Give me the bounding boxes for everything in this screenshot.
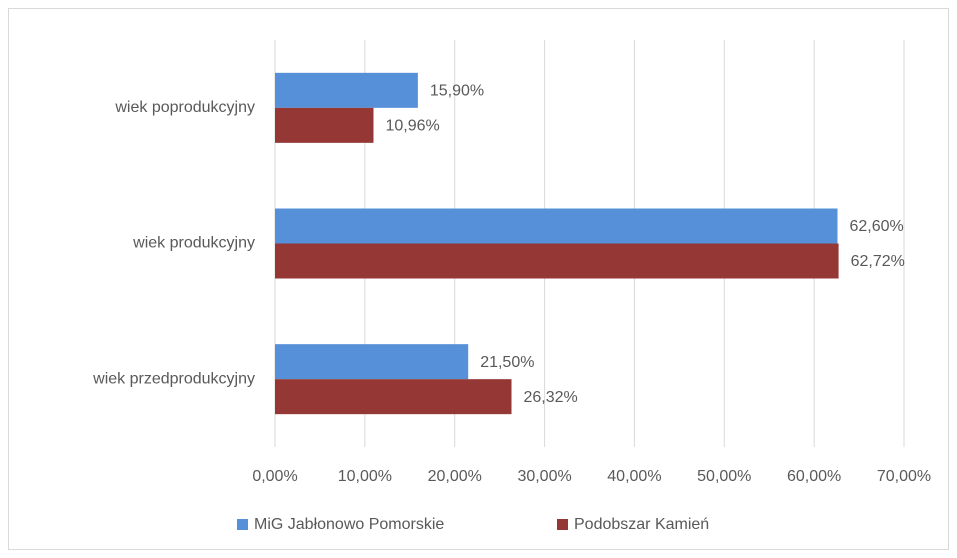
x-tick-label: 20,00% [428, 468, 482, 485]
legend-label: MiG Jabłonowo Pomorskie [254, 516, 444, 533]
bar [275, 208, 838, 244]
x-tick-label: 30,00% [517, 468, 571, 485]
bar [275, 379, 512, 415]
data-label: 21,50% [480, 354, 534, 371]
data-label: 62,60% [850, 218, 904, 235]
x-tick-label: 50,00% [697, 468, 751, 485]
chart-frame [8, 8, 949, 550]
y-tick-label: wiek przedprodukcyjny [92, 370, 255, 387]
y-tick-label: wiek produkcyjny [132, 235, 255, 252]
data-label: 10,96% [385, 118, 439, 135]
bar [275, 72, 418, 108]
data-label: 62,72% [851, 253, 905, 270]
legend-swatch [237, 519, 248, 530]
data-label: 15,90% [430, 83, 484, 100]
bar [275, 344, 469, 380]
y-tick-label: wiek poprodukcyjny [114, 99, 255, 116]
x-tick-label: 70,00% [877, 468, 931, 485]
x-tick-label: 40,00% [607, 468, 661, 485]
legend-label: Podobszar Kamień [574, 516, 709, 533]
bar [275, 107, 374, 143]
legend-swatch [557, 519, 568, 530]
x-tick-label: 60,00% [787, 468, 841, 485]
bar [275, 243, 839, 279]
x-tick-label: 10,00% [338, 468, 392, 485]
x-tick-label: 0,00% [252, 468, 297, 485]
data-label: 26,32% [524, 389, 578, 406]
